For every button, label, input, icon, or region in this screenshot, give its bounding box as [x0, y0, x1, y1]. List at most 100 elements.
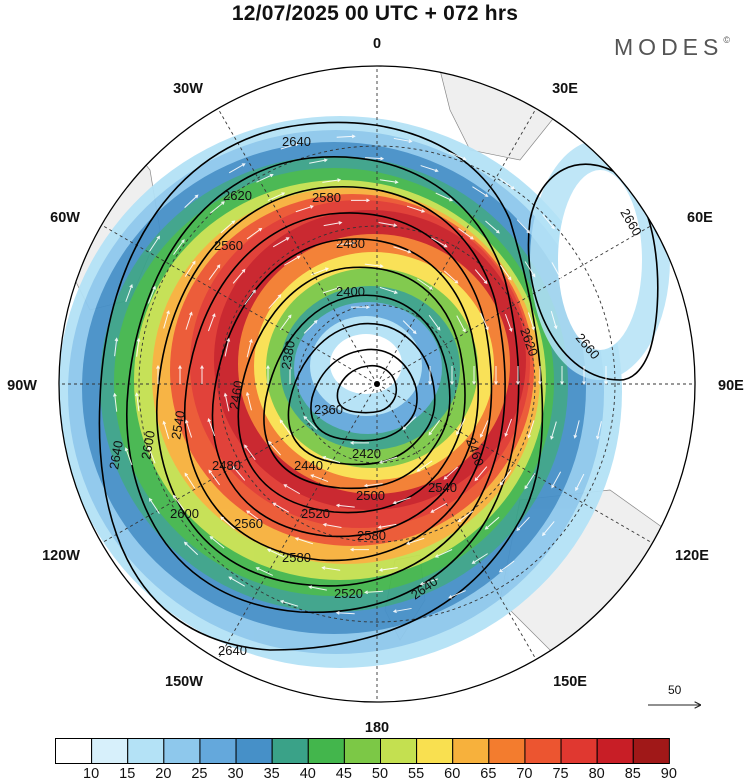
wind-vector: [220, 516, 235, 530]
lon-label-90e: 90E: [718, 378, 744, 394]
wind-vector: [321, 566, 341, 571]
contour-label-2520-bottom: 2520: [301, 506, 330, 521]
wind-vector: [183, 541, 199, 556]
colorbar-swatch: [55, 738, 93, 764]
contour-label-2440: 2440: [294, 458, 323, 473]
wind-vector: [280, 142, 300, 150]
colorbar-swatch: [127, 738, 165, 764]
colorbar-swatch: [380, 738, 418, 764]
wind-vector: [156, 364, 160, 384]
wind-vector: [402, 416, 417, 431]
contour-label-2460: 2460: [226, 379, 246, 410]
wind-vector: [288, 364, 292, 384]
colorbar-label: 75: [552, 766, 569, 782]
wind-vector: [323, 221, 343, 227]
wind-vector: [430, 502, 448, 513]
wind-vector: [596, 421, 602, 440]
colorbar-label: 60: [444, 766, 461, 782]
wind-vector: [479, 420, 489, 438]
wind-vector: [148, 497, 160, 514]
contour-label-2580-top: 2580: [312, 190, 341, 205]
wind-vector: [406, 205, 426, 213]
colorbar-label: 80: [588, 766, 605, 782]
wind-vector: [279, 419, 292, 436]
meridian-line: [376, 383, 653, 544]
wind-vector: [272, 502, 290, 513]
wind-vector: [550, 311, 558, 330]
wind-vector: [457, 510, 474, 523]
wind-vectors: [113, 134, 608, 615]
wind-vector: [420, 165, 439, 173]
wind-vector: [209, 536, 225, 549]
wind-vector: [458, 228, 474, 240]
lon-label-60w: 60W: [50, 210, 80, 226]
wind-vector: [303, 319, 318, 334]
wind-vector: [498, 560, 515, 573]
wind-vector: [402, 320, 417, 335]
colorbar-swatch: [307, 738, 345, 764]
colorbar-swatch: [416, 738, 454, 764]
wind-vector: [379, 286, 398, 294]
wind-vector: [377, 523, 397, 529]
wind-vector: [538, 366, 542, 386]
wind-vector: [309, 158, 328, 164]
wind-vector: [364, 590, 384, 595]
contour-label-2420: 2420: [352, 446, 381, 461]
brand-text: MODES: [614, 34, 724, 60]
colorbar-label: 20: [155, 766, 172, 782]
wind-vector: [279, 599, 299, 607]
wind-vector: [435, 192, 454, 202]
wind-vector: [209, 201, 225, 214]
lon-label-180: 180: [365, 720, 389, 736]
wind-vector: [308, 585, 327, 591]
colorbar-label: 35: [263, 766, 280, 782]
wind-vector: [428, 366, 432, 386]
wind-vector: [575, 473, 585, 492]
contour-label-2480: 2480: [336, 236, 365, 251]
colorbar-swatch: [343, 738, 381, 764]
wind-vector: [456, 315, 466, 333]
wind-vector: [246, 227, 263, 240]
wind-vector: [428, 314, 441, 331]
wind-vector: [283, 484, 301, 495]
wind-vector: [294, 537, 314, 545]
wind-vector: [349, 441, 369, 445]
wind-vector: [266, 548, 285, 558]
wind-vector: [162, 420, 170, 439]
wind-vector: [393, 246, 412, 254]
wind-vector: [485, 220, 500, 234]
wind-vector: [393, 137, 413, 144]
contour-label-2380: 2380: [278, 339, 298, 370]
wind-vector: [392, 607, 412, 613]
wind-vector: [516, 516, 530, 532]
wind-vector: [448, 590, 466, 599]
wind-vector: [125, 283, 133, 303]
wind-vector: [336, 241, 356, 246]
lon-label-120e: 120E: [675, 548, 709, 564]
wind-vector: [551, 262, 562, 280]
contour-label-2560-top: 2560: [214, 238, 243, 253]
wind-vector: [208, 264, 221, 280]
wind-vector: [504, 418, 513, 437]
wind-vector: [114, 337, 119, 357]
lon-label-30w: 30W: [173, 81, 203, 97]
wind-vector: [443, 270, 459, 284]
contour-label-2620-top: 2620: [223, 188, 252, 203]
colorbar-label: 70: [516, 766, 533, 782]
wind-vector: [113, 392, 118, 412]
wind-vector: [419, 578, 438, 586]
wind-vector: [434, 549, 453, 558]
wind-vector: [524, 261, 536, 278]
wind-vector: [268, 294, 282, 309]
wind-vector: [322, 522, 342, 528]
wind-vector: [336, 134, 356, 139]
colorbar-swatch: [199, 738, 237, 764]
wind-vector: [268, 440, 282, 456]
wind-vector: [504, 313, 513, 333]
wind-vector: [516, 366, 520, 386]
wind-vector: [406, 537, 425, 545]
wind-vector: [335, 610, 355, 615]
wind-vector: [232, 268, 246, 284]
meridian-line: [376, 383, 537, 660]
